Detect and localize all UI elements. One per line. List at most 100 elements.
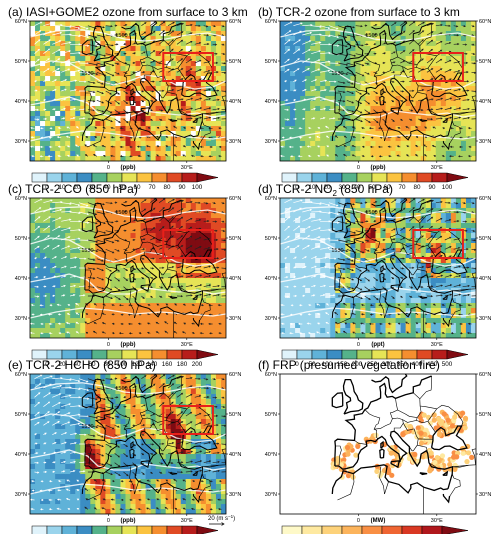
heatmap-cell [30,208,36,214]
heatmap-cell [105,136,111,142]
heatmap-cell [285,131,291,137]
heatmap-cell [200,293,207,299]
country-border [169,200,182,224]
heatmap-cell [35,268,41,274]
colorbar: 0 20 40 60 80 100 120 140 160 180 200 [31,349,219,368]
heatmap-cell [310,313,316,319]
heatmap-cell [130,273,137,279]
wind-arrow [391,22,397,26]
heatmap-cell [95,86,101,92]
heatmap-cell [125,151,132,157]
heatmap-cell [160,156,167,161]
heatmap-cell [310,248,316,254]
wind-arrow [34,108,40,111]
heatmap-cell [145,116,152,122]
heatmap-cell [60,258,66,264]
wind-arrow [185,97,194,101]
heatmap-cell [135,198,142,204]
wind-arrow [141,199,147,203]
wind-arrow [110,145,115,148]
heatmap-cell [370,71,376,77]
country-border [419,23,432,47]
wind-arrow [316,145,321,148]
heatmap-cell [50,248,56,254]
heatmap-cell [220,156,226,161]
heatmap-cell [310,323,316,329]
heatmap-cell [150,288,157,294]
heatmap-cell [135,203,142,209]
heatmap-cell [90,71,96,77]
heatmap-cell [345,303,351,309]
heatmap-cell [290,218,296,224]
coastlines [81,198,218,328]
heatmap-cell [140,328,147,334]
wind-arrow [70,228,81,232]
heatmap-cell [465,86,472,92]
heatmap-cell [435,126,442,132]
heatmap-cell [320,263,326,269]
heatmap-cell [130,21,137,27]
wind-arrow [302,40,312,45]
wind-arrow [471,62,476,65]
heatmap-cell [50,91,56,97]
heatmap-cell [305,56,311,62]
wind-arrow [167,21,175,27]
heatmap-cell [175,111,182,117]
heatmap-cell [45,36,51,42]
colorbar-segment [416,172,433,183]
heatmap-cell [200,36,207,42]
heatmap-cell [140,303,147,309]
heatmap-cell [125,141,132,147]
heatmap-cell [360,36,366,42]
heatmap-cell [220,238,226,244]
wind-arrow [123,295,129,301]
wind-arrow [351,145,356,148]
colorbar-tick-label: 20 [58,361,66,368]
heatmap-cell [460,41,467,47]
heatmap-cell [60,278,66,284]
wind-arrow [158,226,165,231]
heatmap-cell [135,268,142,274]
heatmap-cell [55,318,61,324]
wind-arrow [408,21,416,26]
heatmap-cell [205,96,212,102]
heatmap-cell [215,323,222,329]
heatmap-cell [300,131,306,137]
heatmap-cell [40,51,46,57]
heatmap-cell [280,243,286,249]
heatmap-cell [55,198,61,204]
wind-arrow [391,100,395,103]
wind-arrow [141,228,146,232]
heatmap-cell [425,56,432,62]
wind-arrow [114,286,121,291]
wind-arrow [164,321,169,325]
heatmap-cell [285,308,291,314]
heatmap-cell [320,81,326,87]
heatmap-cell [150,328,157,334]
heatmap-cell [405,101,412,107]
wind-arrow [194,59,202,64]
heatmap-cell [175,223,182,229]
heatmap-cell [50,86,56,92]
heatmap-cell [115,208,121,214]
heatmap-cell [220,96,226,102]
heatmap-cell [35,31,41,37]
heatmap-cell [280,146,286,152]
heatmap-cell [280,76,286,82]
heatmap-cell [75,233,81,239]
wind-arrow [400,80,405,83]
heatmap-cell [135,208,142,214]
lat-tick-label: 40°N [265,99,277,105]
heatmap-cell [210,121,217,127]
heatmap-cell [420,116,427,122]
heatmap-cell [365,136,371,142]
wind-arrow [471,52,476,56]
heatmap-cell [105,333,111,338]
heatmap-cell [305,86,311,92]
heatmap-cell [70,81,76,87]
wind-arrow [337,99,346,103]
heatmap-cell [310,156,316,161]
heatmap-cell [385,136,392,142]
heatmap-cell [310,36,316,42]
